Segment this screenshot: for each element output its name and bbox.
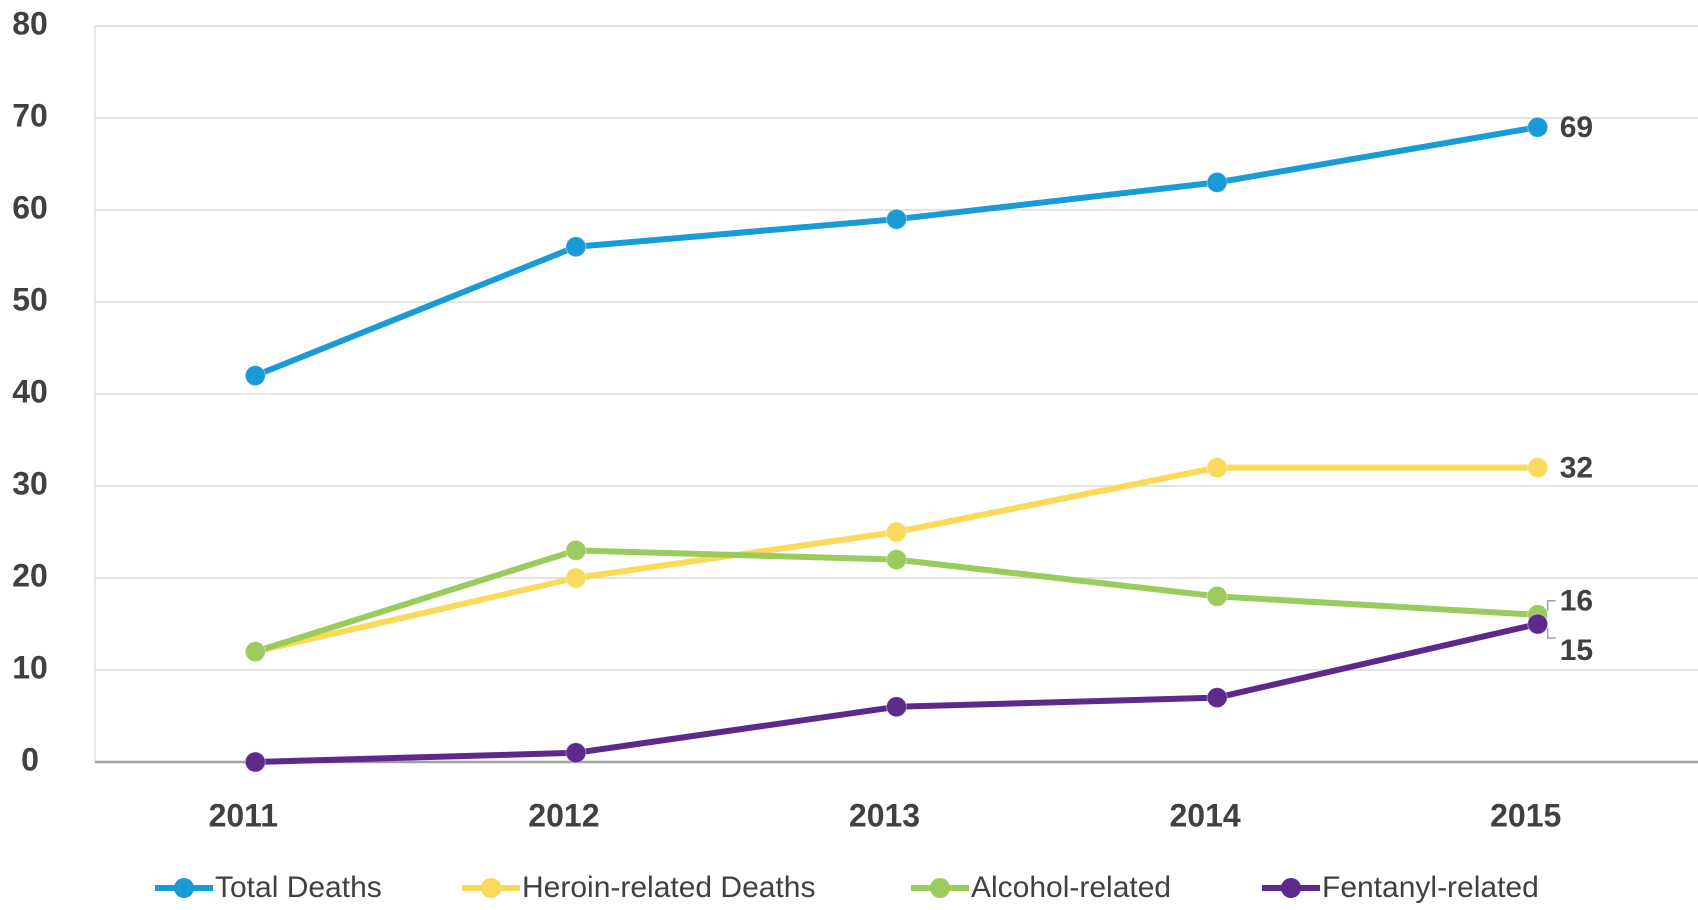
y-tick-label: 80 — [12, 5, 48, 41]
y-tick-label: 70 — [12, 97, 48, 133]
legend-marker — [174, 878, 194, 898]
point — [886, 208, 907, 230]
series-line — [254, 124, 1539, 379]
point — [1527, 457, 1549, 479]
point — [1527, 613, 1549, 635]
point — [886, 696, 907, 718]
data-label: 15 — [1560, 634, 1593, 667]
legend-label: Total Deaths — [215, 871, 382, 904]
y-tick-label: 20 — [12, 557, 48, 593]
y-tick-label: 0 — [21, 741, 39, 777]
x-tick-label: 2015 — [1490, 797, 1561, 833]
y-tick-label: 30 — [12, 465, 48, 501]
point — [565, 567, 587, 589]
point — [565, 539, 587, 561]
data-label: 32 — [1560, 452, 1593, 485]
y-tick-label: 40 — [12, 373, 48, 409]
point — [886, 521, 907, 543]
leader-line — [1546, 628, 1556, 639]
legend-marker — [481, 878, 501, 898]
point — [244, 641, 266, 663]
y-tick-label: 60 — [12, 189, 48, 225]
x-tick-label: 2014 — [1170, 797, 1241, 833]
point — [1527, 116, 1549, 138]
point — [565, 742, 587, 764]
x-tick-label: 2013 — [849, 797, 920, 833]
legend-label: Heroin-related Deaths — [522, 871, 815, 904]
legend-marker — [930, 878, 950, 898]
point — [1206, 585, 1228, 607]
data-label: 16 — [1560, 585, 1593, 618]
x-tick-label: 2011 — [209, 797, 278, 833]
point — [886, 549, 907, 571]
legend-label: Fentanyl-related — [1322, 871, 1539, 904]
point — [244, 365, 266, 387]
legend-label: Alcohol-related — [971, 871, 1171, 904]
series-line — [255, 621, 1539, 765]
leader-line — [1546, 600, 1556, 611]
point — [244, 751, 266, 773]
point — [1206, 171, 1228, 193]
point — [1206, 687, 1228, 709]
x-tick-label: 2012 — [528, 797, 599, 833]
point — [1206, 457, 1228, 479]
data-label: 69 — [1560, 111, 1593, 144]
legend-marker — [1281, 878, 1301, 898]
y-tick-label: 10 — [12, 649, 48, 685]
point — [565, 236, 587, 258]
y-tick-label: 50 — [12, 281, 48, 317]
